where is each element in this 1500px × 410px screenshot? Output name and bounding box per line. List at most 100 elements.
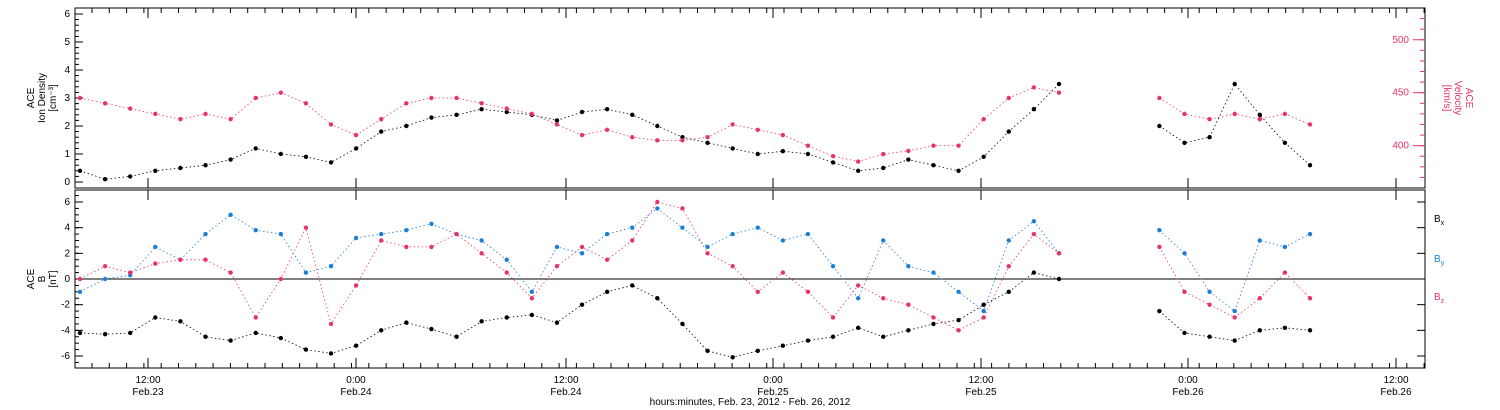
velocity-point bbox=[680, 138, 685, 143]
velocity-point bbox=[353, 132, 359, 138]
bx-point bbox=[1257, 328, 1262, 333]
velocity-label-line3: [km/s] bbox=[1441, 85, 1452, 112]
velocity-point bbox=[479, 101, 484, 106]
bottom-panel-data bbox=[77, 199, 1313, 360]
legend-bx-sub: x bbox=[1441, 220, 1445, 227]
bx-point bbox=[128, 330, 133, 336]
velocity-point bbox=[755, 127, 760, 132]
by-point bbox=[153, 244, 158, 250]
x-tick-date: Feb.26 bbox=[1172, 387, 1204, 398]
velocity-point bbox=[1307, 122, 1313, 127]
density-point bbox=[931, 163, 936, 168]
bfield-label-line2: B bbox=[37, 275, 48, 282]
density-point bbox=[203, 163, 208, 168]
bfield-axis-label: ACE B [nT] bbox=[26, 268, 59, 289]
velocity-point bbox=[830, 154, 836, 159]
bz-point bbox=[379, 238, 384, 243]
by-point bbox=[680, 225, 685, 230]
density-point-trace bbox=[79, 83, 1311, 180]
x-tick-time: 12:00 bbox=[135, 375, 160, 386]
by-point bbox=[278, 231, 284, 237]
by-point bbox=[328, 263, 334, 269]
density-label-line2: Ion Density bbox=[37, 73, 48, 123]
x-tick-time: 0:00 bbox=[346, 375, 366, 386]
bx-point bbox=[77, 330, 83, 336]
x-tick-date: Feb.23 bbox=[132, 387, 164, 398]
velocity-point bbox=[454, 95, 459, 101]
by-point bbox=[1182, 251, 1187, 256]
bfield-tick-label: 2 bbox=[64, 248, 70, 259]
bx-point bbox=[228, 338, 233, 343]
bx-point bbox=[755, 348, 760, 354]
x-axis-title: hours:minutes, Feb. 23, 2012 - Feb. 26, … bbox=[650, 397, 851, 408]
legend-bz-main: B bbox=[1434, 292, 1441, 303]
density-point bbox=[328, 160, 334, 165]
by-point bbox=[303, 270, 309, 275]
bx-point bbox=[981, 302, 986, 307]
bz-point bbox=[429, 244, 434, 250]
bz-point bbox=[178, 257, 183, 262]
density-tick-label: 0 bbox=[64, 177, 70, 188]
density-point bbox=[178, 165, 183, 171]
bottom-panel-ticks: -6 -4 -2 0 2 4 6 bbox=[61, 195, 1425, 363]
bz-point bbox=[353, 283, 359, 288]
by-point bbox=[404, 228, 409, 233]
bz-point bbox=[253, 315, 258, 320]
bz-point bbox=[1182, 289, 1187, 295]
density-tick-label: 6 bbox=[64, 9, 70, 20]
bx-point bbox=[529, 312, 535, 318]
bfield-label-line1: ACE bbox=[26, 268, 37, 289]
velocity-point-trace bbox=[79, 86, 1311, 162]
bx-point-trace bbox=[79, 272, 1311, 358]
velocity-point bbox=[1182, 111, 1187, 117]
by-point bbox=[353, 235, 359, 241]
density-label-line3: [cm⁻³] bbox=[48, 84, 59, 112]
density-axis-label: ACE Ion Density [cm⁻³] bbox=[26, 73, 59, 123]
bx-point bbox=[1207, 334, 1212, 339]
bz-point bbox=[931, 315, 936, 320]
density-tick-label: 5 bbox=[64, 37, 70, 48]
bz-point bbox=[981, 315, 986, 320]
bx-point bbox=[203, 334, 208, 339]
x-tick-time: 0:00 bbox=[763, 375, 783, 386]
by-point bbox=[1257, 238, 1262, 243]
velocity-point bbox=[128, 106, 133, 111]
bfield-tick-label: 6 bbox=[64, 197, 70, 208]
velocity-point bbox=[404, 101, 409, 106]
legend-bz: Bz bbox=[1434, 292, 1445, 305]
legend-bx: Bx bbox=[1434, 214, 1445, 227]
bz-point bbox=[604, 257, 610, 262]
bz-point bbox=[228, 270, 233, 275]
density-tick-label: 4 bbox=[64, 65, 70, 76]
bfield-label-line3: [nT] bbox=[48, 270, 59, 287]
bx-point bbox=[353, 343, 359, 348]
bx-point bbox=[1031, 270, 1037, 275]
density-tick-label: 3 bbox=[64, 93, 70, 104]
by-point bbox=[956, 289, 961, 295]
x-tick-time: 12:00 bbox=[1383, 375, 1408, 386]
top-panel-frame bbox=[74, 7, 1426, 189]
x-tick-time: 12:00 bbox=[968, 375, 993, 386]
bx-point bbox=[303, 347, 309, 352]
velocity-point bbox=[102, 101, 108, 106]
bx-point bbox=[278, 335, 284, 341]
x-tick-time: 12:00 bbox=[553, 375, 578, 386]
x-tick-date: Feb.25 bbox=[757, 387, 789, 398]
density-point bbox=[755, 151, 760, 157]
density-point bbox=[353, 146, 359, 151]
bz-point bbox=[303, 225, 309, 230]
velocity-label-line1: ACE bbox=[1463, 88, 1474, 109]
bz-point bbox=[906, 302, 911, 307]
density-point bbox=[404, 123, 409, 129]
by-point bbox=[529, 289, 535, 295]
velocity-tick-label: 500 bbox=[1392, 35, 1409, 46]
bx-point bbox=[1307, 328, 1313, 333]
top-panel-ticks: 0 1 2 3 4 5 6 400 450 500 bbox=[64, 9, 1425, 188]
velocity-point bbox=[655, 138, 660, 143]
velocity-point bbox=[228, 116, 233, 122]
velocity-point bbox=[554, 122, 560, 127]
by-point-trace bbox=[79, 207, 1311, 312]
bz-point bbox=[128, 270, 133, 275]
velocity-point bbox=[1031, 85, 1037, 90]
